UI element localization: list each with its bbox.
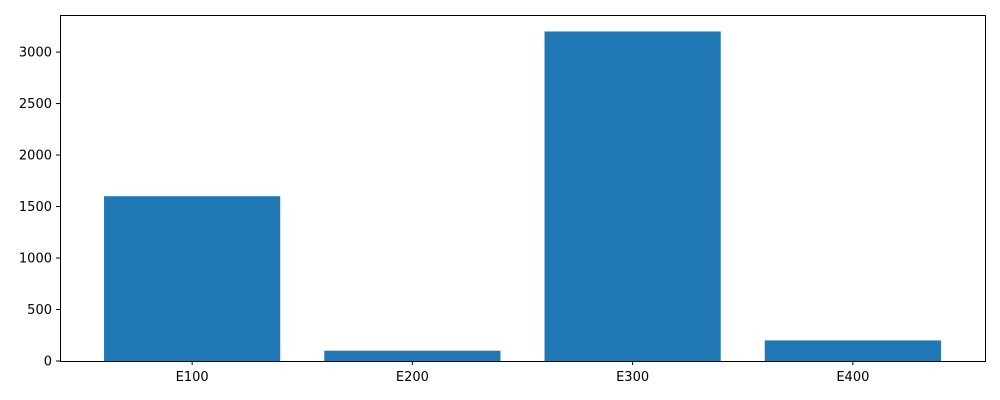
x-axis-ticks: E100 E200 E300 E400 xyxy=(176,361,869,385)
bar-e400 xyxy=(764,340,941,361)
bar-e300 xyxy=(544,31,721,361)
y-axis-ticks: 0 500 1000 1500 2000 2500 3000 xyxy=(19,46,60,370)
y-tick-label: 500 xyxy=(27,303,52,318)
y-tick-label: 2000 xyxy=(19,149,52,164)
plot-frame xyxy=(60,15,986,362)
x-tick-label: E200 xyxy=(396,370,429,385)
y-tick-label: 3000 xyxy=(19,46,52,61)
x-tick-label: E100 xyxy=(176,370,209,385)
y-tick-label: 2500 xyxy=(19,97,52,112)
bars-group xyxy=(104,31,941,361)
x-tick-label: E300 xyxy=(616,370,649,385)
y-tick-label: 1500 xyxy=(19,200,52,215)
y-tick-label: 0 xyxy=(44,355,52,370)
y-tick-label: 1000 xyxy=(19,252,52,267)
bar-e100 xyxy=(104,196,281,361)
bar-e200 xyxy=(324,350,501,361)
x-tick-label: E400 xyxy=(836,370,869,385)
